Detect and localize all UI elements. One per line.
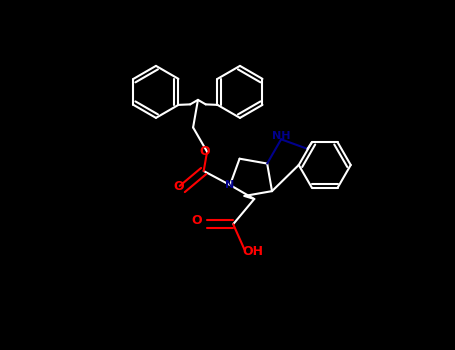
Text: O: O (192, 214, 202, 227)
Text: O: O (173, 181, 183, 194)
Text: O: O (200, 145, 210, 158)
Text: OH: OH (242, 245, 263, 258)
Text: N: N (225, 180, 235, 190)
Text: NH: NH (272, 131, 290, 141)
